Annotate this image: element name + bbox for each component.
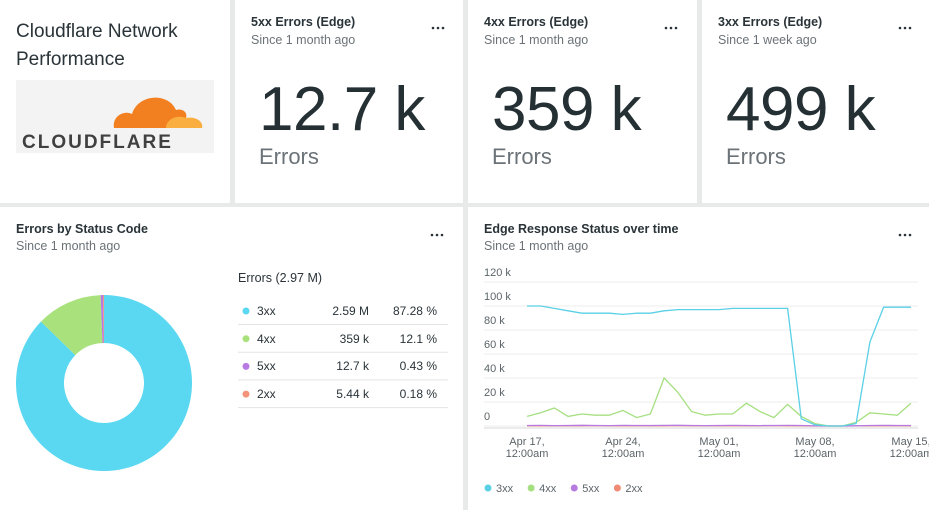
brand-tile: Cloudflare Network Performance CLOUDFLAR…	[0, 0, 230, 203]
menu-dot	[903, 233, 907, 237]
logo-cloud: CLOUDFLARE	[22, 97, 203, 153]
y-tick-label: 40 k	[484, 363, 505, 375]
percent-label: 0.43 %	[399, 359, 437, 374]
pie-slice	[103, 295, 104, 344]
legend-name: 4xx	[257, 331, 276, 346]
widget-title: 4xx Errors (Edge)	[484, 15, 589, 29]
menu-icon[interactable]	[431, 25, 445, 31]
widget-subtitle: Since 1 month ago	[251, 33, 356, 47]
legend-name: 3xx	[257, 304, 276, 318]
pie-slice	[16, 295, 193, 471]
legend-dot	[613, 484, 621, 492]
y-tick-label: 80 k	[484, 315, 505, 327]
billboard-value: 499 k	[726, 75, 876, 144]
menu-icon[interactable]	[430, 232, 444, 238]
widget-subtitle: Since 1 month ago	[484, 239, 589, 253]
logo: CLOUDFLARE	[16, 80, 214, 153]
menu-dot	[908, 233, 912, 237]
series-line	[527, 305, 911, 427]
menu-dot	[898, 26, 902, 30]
pie-chart	[16, 295, 448, 471]
legend-dot	[242, 335, 250, 343]
legend-name: 2xx	[257, 387, 276, 402]
cloud-main	[113, 97, 187, 128]
menu-dot	[431, 26, 435, 30]
billboard-tile: 5xx Errors (Edge) Since 1 month ago 12.7 k…	[235, 0, 463, 203]
x-tick-label: Apr 24, 12:00am	[601, 436, 645, 460]
menu-dot	[440, 233, 444, 237]
menu-dot	[441, 26, 445, 30]
billboard-tile: 3xx Errors (Edge) Since 1 week ago 499 k Er…	[702, 0, 929, 203]
y-tick-label: 100 k	[484, 291, 511, 303]
count-label: 2.59 M	[332, 304, 369, 318]
x-tick-label: May 08, 12:00am	[793, 436, 837, 460]
y-tick-label: 20 k	[484, 387, 505, 399]
legend-dot	[242, 390, 250, 398]
line-chart: 0 20 k 40 k 60 k 80 k 100 k 120 k 3xx 4xx 5xx 2xx	[484, 267, 918, 495]
x-tick-label: Apr 17, 12:00am	[505, 436, 549, 460]
line-widget: Edge Response Status over time Since 1 m…	[468, 207, 929, 510]
percent-label: 87.28 %	[392, 304, 437, 318]
billboard-unit: Errors	[492, 144, 552, 169]
menu-dot	[674, 26, 678, 30]
widget-subtitle: Since 1 week ago	[718, 33, 817, 47]
menu-dot	[436, 26, 440, 30]
legend-dot	[242, 362, 250, 370]
logo-text: CLOUDFLARE	[22, 132, 173, 153]
menu-icon[interactable]	[664, 25, 678, 31]
count-label: 359 k	[339, 331, 369, 346]
series-line	[526, 424, 911, 427]
menu-dot	[669, 26, 673, 30]
cloud-light	[166, 116, 203, 128]
menu-icon[interactable]	[898, 25, 912, 31]
billboard-unit: Errors	[726, 144, 786, 169]
pie-slice	[40, 295, 103, 356]
count-label: 12.7 k	[336, 359, 369, 374]
menu-dot	[908, 26, 912, 30]
menu-dot	[430, 233, 434, 237]
menu-icon[interactable]	[898, 232, 912, 238]
legend-label: 4xx	[539, 483, 557, 495]
widget-subtitle: Since 1 month ago	[16, 239, 121, 253]
billboard-unit: Errors	[259, 144, 319, 169]
legend-dot	[570, 484, 578, 492]
billboard-value: 12.7 k	[259, 75, 425, 144]
legend-dot	[242, 307, 250, 315]
y-tick-label: 0	[484, 411, 490, 423]
menu-dot	[903, 26, 907, 30]
widget-title: 5xx Errors (Edge)	[251, 15, 356, 29]
menu-dot	[898, 233, 902, 237]
x-tick-label: May 01, 12:00am	[697, 436, 741, 460]
x-tick-label: May 15, 12:00am	[889, 436, 929, 460]
legend-dot	[484, 484, 492, 492]
menu-dot	[664, 26, 668, 30]
widget-title: 3xx Errors (Edge)	[718, 15, 823, 29]
pie-total: Errors (2.97 M)	[238, 271, 323, 285]
y-tick-label: 120 k	[484, 267, 511, 279]
menu-dot	[435, 233, 439, 237]
legend-label: 3xx	[496, 483, 514, 495]
pie-slice	[100, 295, 104, 344]
percent-label: 12.1 %	[399, 331, 437, 346]
legend-dot	[527, 484, 535, 492]
widget-title: Edge Response Status over time	[484, 222, 679, 236]
brand-title: Cloudflare Network Performance	[16, 21, 178, 70]
legend-name: 5xx	[257, 359, 276, 374]
y-tick-label: 60 k	[484, 339, 505, 351]
percent-label: 0.18 %	[399, 387, 437, 402]
billboard-value: 359 k	[492, 75, 642, 144]
widget-subtitle: Since 1 month ago	[484, 33, 589, 47]
pie-widget: Errors by Status Code Since 1 month ago …	[0, 207, 463, 510]
legend-label: 5xx	[582, 483, 600, 495]
legend-label: 2xx	[625, 483, 643, 495]
count-label: 5.44 k	[336, 387, 369, 402]
widget-title: Errors by Status Code	[16, 222, 148, 236]
